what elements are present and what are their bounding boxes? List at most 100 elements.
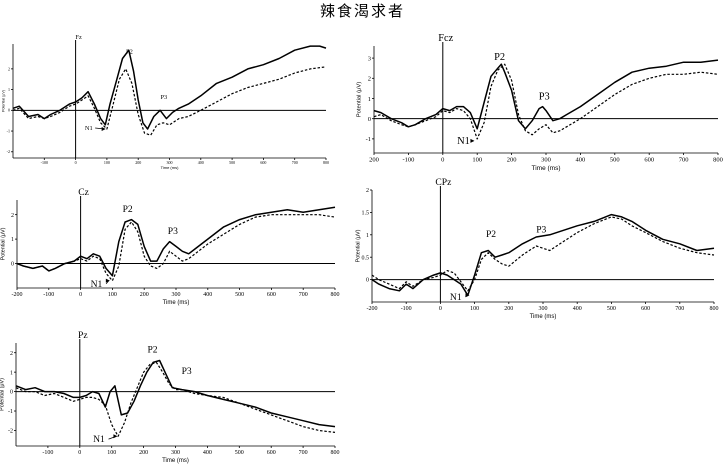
x-tick-label: -100 <box>43 292 54 298</box>
waveform-dashed <box>12 66 327 136</box>
y-tick-label: 2 <box>11 213 14 219</box>
chart-panel-fz: -100 0 100 200 300 400 500 600 700 800 -2 -1 0 1 2 Time… <box>2 34 329 170</box>
component-label-p2: P2 <box>494 52 505 63</box>
y-tick-label: -1 <box>8 409 13 415</box>
chart-panel-cz: -200 -100 0 100 200 300 400 500 600 700 800 0 1 2 Time… <box>0 187 339 306</box>
x-tick-label: -200 <box>12 292 23 298</box>
x-tick-label: -100 <box>401 306 412 312</box>
waveform-solid <box>15 359 336 428</box>
y-tick-label: 0 <box>11 262 14 268</box>
y-tick-label: -2 <box>8 429 13 435</box>
y-axis-label: Potential (μV) <box>355 229 361 262</box>
x-tick-label: 300 <box>541 157 551 164</box>
x-axis-label: Time (ms) <box>163 300 190 306</box>
chart-panel-pz: -100 0 100 200 300 400 500 600 700 800 -2 -1 0 1 2 Time… <box>0 330 340 464</box>
x-tick-label: 600 <box>641 306 650 312</box>
figure-title: 辣食渴求者 <box>319 2 405 20</box>
x-tick-label: 100 <box>470 306 479 312</box>
x-tick-label: 600 <box>644 157 654 164</box>
y-tick-label: 1 <box>11 237 14 243</box>
component-label-p3: P3 <box>168 226 178 237</box>
y-tick-label: 0 <box>368 116 371 123</box>
y-tick-label: 3 <box>368 55 371 62</box>
x-tick-label: 200 <box>135 160 141 165</box>
x-tick-label: 400 <box>576 157 586 164</box>
x-tick-label: 700 <box>299 292 308 298</box>
x-tick-label: 500 <box>607 306 616 312</box>
x-tick-label: 700 <box>292 160 298 165</box>
x-tick-label: 800 <box>713 157 723 164</box>
arrow-head-n1 <box>105 278 110 283</box>
x-tick-label: 300 <box>167 160 173 165</box>
x-tick-label: 800 <box>710 306 719 312</box>
y-tick-label: -1 <box>7 128 10 133</box>
waveform-solid <box>12 45 327 130</box>
x-tick-label: 0 <box>441 157 444 164</box>
waveform-dashed <box>371 216 715 292</box>
x-tick-label: 100 <box>108 292 117 298</box>
component-label-p2: P2 <box>486 229 496 240</box>
waveform-dashed <box>373 63 719 140</box>
component-label-n1: N1 <box>457 136 470 147</box>
y-tick-label: 2 <box>8 66 10 71</box>
waveform-solid <box>373 59 719 130</box>
x-tick-label: -200 <box>367 306 378 312</box>
x-tick-label: 100 <box>104 160 110 165</box>
y-tick-label: 1.5 <box>362 211 370 217</box>
y-tick-label: 1 <box>366 233 369 239</box>
x-tick-label: 500 <box>235 450 244 456</box>
y-tick-label: 2 <box>368 76 371 83</box>
y-tick-label: -2 <box>7 149 10 154</box>
x-tick-label: 400 <box>203 450 212 456</box>
x-tick-label: 600 <box>267 450 276 456</box>
x-tick-label: 200 <box>507 157 517 164</box>
waveform-solid <box>371 213 715 297</box>
x-tick-label: -100 <box>42 450 53 456</box>
x-axis-label: Time (ms) <box>161 165 180 170</box>
y-tick-label: 1 <box>8 87 10 92</box>
component-label-p3: P3 <box>182 366 192 377</box>
y-tick-label: 1 <box>10 370 13 376</box>
chart-panel-fcz: 200 -100 0 100 200 300 400 500 600 700 800 -1 0 1 2 3 Ti… <box>356 33 723 172</box>
x-tick-label: 700 <box>675 306 684 312</box>
waveform-solid <box>16 206 336 277</box>
x-tick-label: 300 <box>539 306 548 312</box>
y-axis-label: Potential (μV) <box>0 227 6 260</box>
y-tick-label: 0.5 <box>362 255 370 261</box>
x-tick-label: 0 <box>79 292 82 298</box>
x-axis-label: Time (ms) <box>530 314 557 320</box>
y-tick-label: 0 <box>10 390 13 396</box>
x-axis-label: Time (ms) <box>531 165 560 172</box>
x-tick-label: 800 <box>331 450 340 456</box>
x-tick-label: 200 <box>369 157 379 164</box>
electrode-label-cz: Cz <box>78 187 89 198</box>
waveform-dashed <box>15 361 336 437</box>
x-tick-label: 400 <box>203 292 212 298</box>
arrow-head-n1 <box>101 126 106 131</box>
component-label-p3: P3 <box>160 94 167 101</box>
x-tick-label: 200 <box>139 450 148 456</box>
arrow-head-n1 <box>113 434 118 439</box>
component-label-n1: N1 <box>91 279 103 290</box>
x-tick-label: 0 <box>439 306 442 312</box>
component-label-p2: P2 <box>123 204 133 215</box>
arrow-head-n1 <box>470 138 475 143</box>
waveform-dashed <box>16 214 336 282</box>
x-tick-label: 200 <box>504 306 513 312</box>
x-tick-label: 0 <box>78 450 81 456</box>
electrode-label-pz: Pz <box>78 330 88 341</box>
x-tick-label: 0 <box>75 160 77 165</box>
x-tick-label: 500 <box>229 160 235 165</box>
x-tick-label: 600 <box>267 292 276 298</box>
x-tick-label: 400 <box>198 160 204 165</box>
x-tick-label: 500 <box>235 292 244 298</box>
arrow-head-n1 <box>465 293 470 298</box>
electrode-label-cpz: CPz <box>435 177 451 188</box>
y-tick-label: 0 <box>366 278 369 284</box>
y-axis-label: Potential (μV) <box>0 378 5 411</box>
x-tick-label: 500 <box>610 157 620 164</box>
x-tick-label: 100 <box>107 450 116 456</box>
y-axis-label: Potential (μV) <box>356 82 362 118</box>
y-tick-label: 0 <box>8 108 10 113</box>
x-tick-label: 300 <box>172 292 181 298</box>
